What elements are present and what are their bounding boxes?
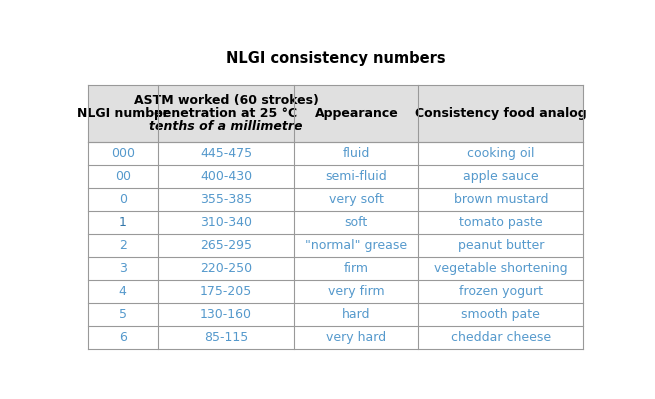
Text: apple sauce: apple sauce bbox=[463, 170, 538, 183]
Text: frozen yogurt: frozen yogurt bbox=[459, 285, 543, 298]
Bar bbox=[88, 142, 584, 165]
Text: 220-250: 220-250 bbox=[200, 262, 252, 275]
Text: Consistency food analog: Consistency food analog bbox=[415, 107, 587, 120]
Text: 4: 4 bbox=[119, 285, 126, 298]
Text: "normal" grease: "normal" grease bbox=[305, 239, 407, 252]
Text: brown mustard: brown mustard bbox=[453, 193, 548, 205]
Text: smooth pate: smooth pate bbox=[461, 308, 540, 321]
Text: 85-115: 85-115 bbox=[204, 331, 248, 344]
Text: 6: 6 bbox=[119, 331, 126, 344]
Text: 1: 1 bbox=[119, 216, 126, 229]
Text: NLGI consistency numbers: NLGI consistency numbers bbox=[226, 51, 445, 66]
Text: NLGI number: NLGI number bbox=[77, 107, 169, 120]
Text: 355-385: 355-385 bbox=[200, 193, 252, 205]
Text: firm: firm bbox=[344, 262, 369, 275]
Bar bbox=[88, 280, 584, 303]
Text: penetration at 25 °C: penetration at 25 °C bbox=[155, 107, 297, 120]
Text: 310-340: 310-340 bbox=[200, 216, 252, 229]
Text: 445-475: 445-475 bbox=[200, 146, 252, 160]
Bar bbox=[88, 303, 584, 326]
Text: very hard: very hard bbox=[326, 331, 386, 344]
Bar bbox=[88, 234, 584, 257]
Text: cheddar cheese: cheddar cheese bbox=[451, 331, 551, 344]
Bar bbox=[88, 85, 584, 142]
Text: fluid: fluid bbox=[343, 146, 370, 160]
Text: peanut butter: peanut butter bbox=[458, 239, 544, 252]
Bar bbox=[88, 188, 584, 211]
Bar bbox=[88, 211, 584, 234]
Text: hard: hard bbox=[342, 308, 371, 321]
Text: 0: 0 bbox=[119, 193, 127, 205]
Text: very soft: very soft bbox=[329, 193, 384, 205]
Text: tomato paste: tomato paste bbox=[459, 216, 542, 229]
Bar bbox=[88, 165, 584, 188]
Text: 130-160: 130-160 bbox=[200, 308, 252, 321]
Text: vegetable shortening: vegetable shortening bbox=[434, 262, 568, 275]
Text: 5: 5 bbox=[119, 308, 127, 321]
Text: 00: 00 bbox=[115, 170, 131, 183]
Text: semi-fluid: semi-fluid bbox=[326, 170, 387, 183]
Text: cooking oil: cooking oil bbox=[467, 146, 534, 160]
Text: 265-295: 265-295 bbox=[200, 239, 252, 252]
Text: 3: 3 bbox=[119, 262, 126, 275]
Text: very firm: very firm bbox=[328, 285, 384, 298]
Text: 000: 000 bbox=[111, 146, 135, 160]
Text: 400-430: 400-430 bbox=[200, 170, 252, 183]
Bar bbox=[88, 257, 584, 280]
Text: 175-205: 175-205 bbox=[200, 285, 252, 298]
Text: ASTM worked (60 strokes): ASTM worked (60 strokes) bbox=[134, 94, 318, 107]
Bar bbox=[88, 326, 584, 349]
Text: Appearance: Appearance bbox=[314, 107, 398, 120]
Text: soft: soft bbox=[345, 216, 368, 229]
Text: tenths of a millimetre: tenths of a millimetre bbox=[149, 120, 303, 132]
Text: 2: 2 bbox=[119, 239, 126, 252]
